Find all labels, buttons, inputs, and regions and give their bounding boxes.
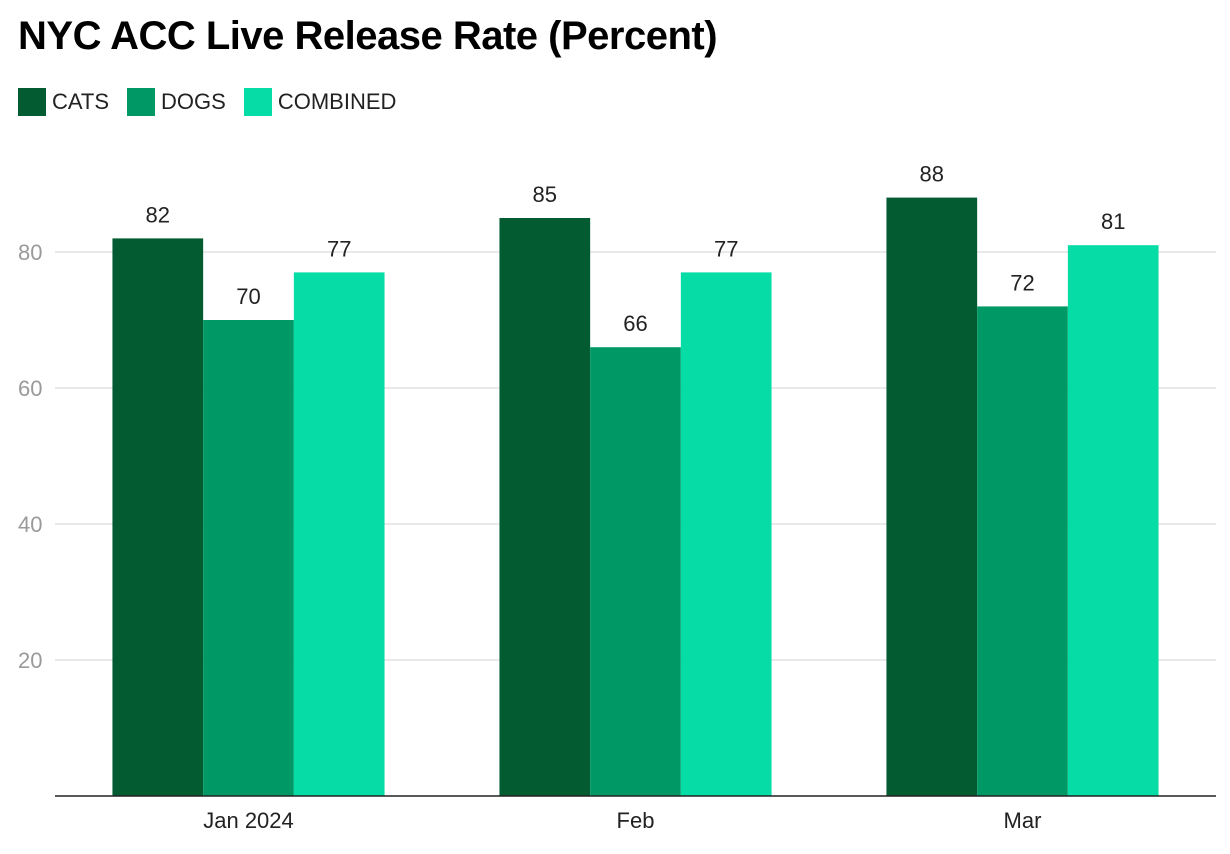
x-tick-label-0: Jan 2024 xyxy=(203,808,294,833)
data-label-cats-2: 88 xyxy=(920,162,944,187)
legend-swatch-dogs xyxy=(127,88,156,116)
data-label-combined-1: 77 xyxy=(714,236,738,261)
legend-item-dogs: DOGS xyxy=(127,88,226,116)
bar-combined-1 xyxy=(680,272,772,796)
x-tick-label-1: Feb xyxy=(617,808,655,833)
legend-item-cats: CATS xyxy=(18,88,109,116)
bar-combined-0 xyxy=(293,272,385,796)
bar-cats-2 xyxy=(886,197,978,797)
legend-label-dogs: DOGS xyxy=(161,89,226,114)
legend-swatch-combined xyxy=(243,88,272,116)
legend-label-combined: COMBINED xyxy=(277,89,397,114)
legend-label-cats: CATS xyxy=(52,89,110,114)
bar-combined-2 xyxy=(1067,245,1159,796)
bar-cats-0 xyxy=(112,238,204,796)
data-label-dogs-2: 72 xyxy=(1010,270,1034,295)
data-label-combined-0: 77 xyxy=(327,236,351,261)
y-tick-label-40: 40 xyxy=(18,512,42,537)
bar-cats-1 xyxy=(499,218,591,796)
y-tick-label-20: 20 xyxy=(18,648,42,673)
bar-dogs-0 xyxy=(203,320,294,796)
data-label-cats-1: 85 xyxy=(533,182,557,207)
data-label-dogs-1: 66 xyxy=(623,311,647,336)
data-label-dogs-0: 70 xyxy=(236,284,260,309)
legend: CATS DOGS COMBINED xyxy=(18,88,414,116)
y-tick-label-60: 60 xyxy=(18,376,42,401)
bar-dogs-2 xyxy=(977,306,1068,796)
chart-title: NYC ACC Live Release Rate (Percent) xyxy=(18,14,718,58)
data-label-cats-0: 82 xyxy=(146,202,170,227)
legend-swatch-cats xyxy=(18,88,46,116)
x-tick-label-2: Mar xyxy=(1004,808,1042,833)
bar-dogs-1 xyxy=(590,347,681,796)
data-label-combined-2: 81 xyxy=(1101,209,1125,234)
y-tick-label-80: 80 xyxy=(18,240,42,265)
legend-item-combined: COMBINED xyxy=(243,88,397,116)
